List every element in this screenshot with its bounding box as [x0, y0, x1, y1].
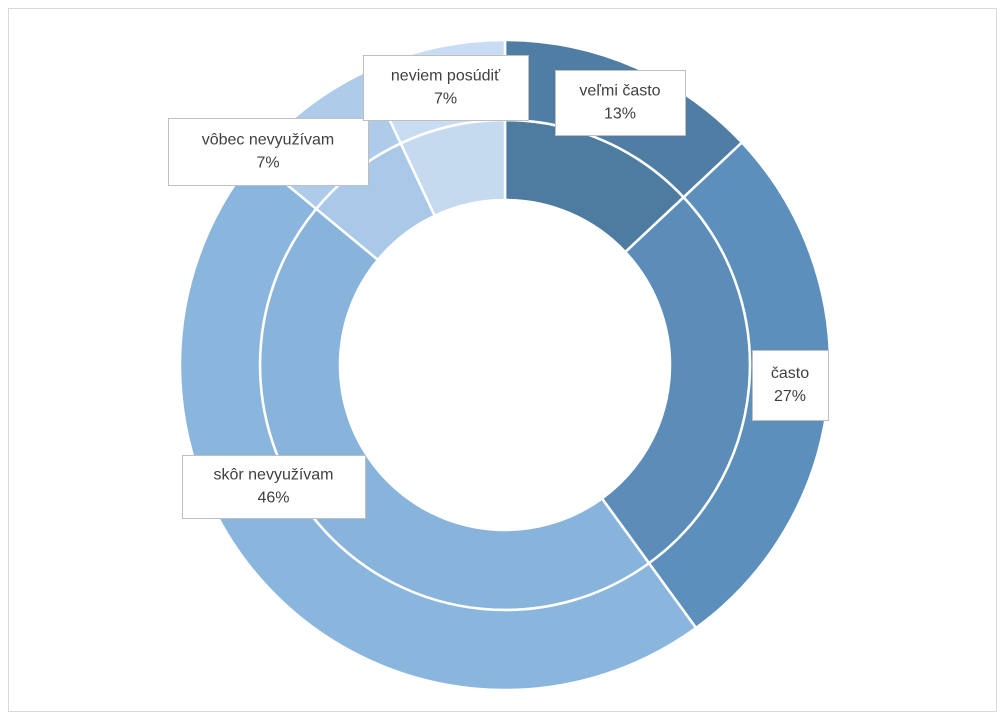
label-box: [555, 70, 686, 136]
donut-slice: [647, 140, 832, 630]
value-label: 46%: [257, 490, 289, 507]
slice-label: vôbec nevyužívam: [202, 132, 335, 149]
label-box: [363, 55, 529, 121]
slice-label: skôr nevyužívam: [213, 467, 333, 484]
value-label: 27%: [774, 388, 806, 405]
value-label: 13%: [604, 106, 636, 123]
label-box: [752, 350, 829, 421]
slice-label: často: [771, 365, 809, 382]
value-label: 7%: [256, 155, 279, 172]
slice-label: neviem posúdiť: [391, 68, 501, 85]
slice-label: veľmi často: [579, 83, 660, 100]
label-box: [168, 118, 369, 186]
label-box: [182, 455, 366, 519]
value-label: 7%: [434, 91, 457, 108]
